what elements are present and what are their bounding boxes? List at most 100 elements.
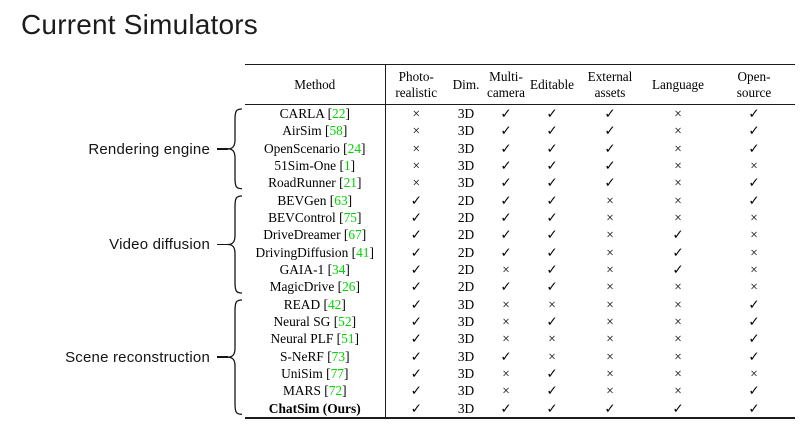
citation-number: 42 xyxy=(327,296,342,312)
cross-mark: × xyxy=(412,175,421,191)
dimension-value: 2D xyxy=(457,261,475,277)
group-brace xyxy=(227,108,243,190)
cross-mark: × xyxy=(674,313,682,329)
check-mark: ✓ xyxy=(500,123,512,139)
check-mark: ✓ xyxy=(604,175,616,191)
check-mark: ✓ xyxy=(748,296,760,312)
cross-mark: × xyxy=(606,192,614,208)
brace-dash xyxy=(217,243,228,246)
group-label: Video diffusion xyxy=(109,235,210,253)
dimension-value: 2D xyxy=(457,227,475,243)
table-row: READ [42] ✓ 3D × × × × ✓ xyxy=(245,295,795,313)
check-mark: ✓ xyxy=(410,261,422,277)
group-scene-reconstruction: Scene reconstruction xyxy=(0,299,243,415)
citation-bracket: ] xyxy=(350,157,356,173)
citation-number: 52 xyxy=(338,313,352,329)
check-mark: ✓ xyxy=(500,175,512,191)
citation-bracket: ] xyxy=(361,140,366,156)
table-row: Neural PLF [51] ✓ 3D × × × × ✓ xyxy=(245,330,795,348)
check-mark: ✓ xyxy=(410,244,422,260)
group-label: Rendering engine xyxy=(88,140,210,158)
check-mark: ✓ xyxy=(748,192,760,208)
cross-mark: × xyxy=(750,365,758,381)
cross-mark: × xyxy=(606,244,614,260)
table-row: MagicDrive [26] ✓ 2D ✓ ✓ × × × xyxy=(245,278,795,296)
check-mark: ✓ xyxy=(410,227,422,243)
method-cell: Neural PLF [51] xyxy=(245,330,386,348)
comparison-table: Method Photo-realistic Dim. Multi-camera Edi… xyxy=(245,64,795,419)
cross-mark: × xyxy=(750,227,758,243)
cross-mark: × xyxy=(606,313,614,329)
cross-mark: × xyxy=(674,383,682,399)
citation-bracket: ] xyxy=(345,261,350,277)
dimension-value: 2D xyxy=(457,279,475,295)
citation-number: 73 xyxy=(331,348,346,364)
cross-mark: × xyxy=(674,331,682,347)
cross-mark: × xyxy=(674,365,682,381)
page-title: Current Simulators xyxy=(21,9,259,40)
citation-bracket: ] xyxy=(361,227,367,243)
check-mark: ✓ xyxy=(546,365,558,381)
method-cell: BEVGen [63] xyxy=(245,191,386,209)
method-cell: BEVControl [75] xyxy=(245,208,386,227)
check-mark: ✓ xyxy=(546,106,558,121)
cross-mark: × xyxy=(750,261,758,277)
method-name: UniSim [ xyxy=(281,365,331,381)
table-row: Neural SG [52] ✓ 3D × ✓ × × ✓ xyxy=(245,312,795,331)
method-cell: S-NeRF [73] xyxy=(245,347,386,365)
cross-mark: × xyxy=(750,279,758,295)
check-mark: ✓ xyxy=(500,157,512,173)
method-cell: RoadRunner [21] xyxy=(245,174,386,192)
cross-mark: × xyxy=(412,140,421,156)
citation-bracket: ] xyxy=(356,175,362,191)
column-header-method: Method xyxy=(245,64,386,105)
cross-mark: × xyxy=(502,261,510,277)
check-mark: ✓ xyxy=(672,261,684,277)
brace-dash xyxy=(217,148,228,150)
check-mark: ✓ xyxy=(748,175,760,191)
method-cell: MARS [72] xyxy=(245,382,386,400)
citation-number: 1 xyxy=(343,157,351,173)
cross-mark: × xyxy=(606,227,614,243)
method-name: AirSim [ xyxy=(282,123,330,139)
cross-mark: × xyxy=(750,209,758,225)
table-row: DriveDreamer [67] ✓ 2D ✓ ✓ × ✓ × xyxy=(245,226,795,244)
method-cell: DrivingDiffusion [41] xyxy=(245,243,386,261)
group-rendering-engine: Rendering engine xyxy=(0,108,243,190)
cross-mark: × xyxy=(548,348,556,364)
check-mark: ✓ xyxy=(410,400,422,416)
cross-mark: × xyxy=(502,313,510,329)
dimension-value: 3D xyxy=(457,123,475,139)
cross-mark: × xyxy=(412,106,421,121)
check-mark: ✓ xyxy=(410,296,422,312)
group-brace xyxy=(227,195,243,294)
dimension-value: 3D xyxy=(457,365,475,381)
dimension-value: 3D xyxy=(457,383,475,399)
check-mark: ✓ xyxy=(546,209,558,225)
method-name: MARS [ xyxy=(282,383,329,399)
method-name: RoadRunner [ xyxy=(268,175,344,191)
method-name: BEVControl [ xyxy=(268,209,344,225)
method-cell: MagicDrive [26] xyxy=(245,278,386,296)
check-mark: ✓ xyxy=(546,140,558,156)
cross-mark: × xyxy=(674,175,682,191)
cross-mark: × xyxy=(750,157,758,173)
check-mark: ✓ xyxy=(410,348,422,364)
citation-bracket: ] xyxy=(342,123,348,139)
check-mark: ✓ xyxy=(748,348,760,364)
check-mark: ✓ xyxy=(500,244,512,260)
citation-number: 72 xyxy=(328,383,343,399)
table-body: CARLA [22] × 3D ✓ ✓ ✓ × ✓ AirSim [58] × 3D ✓ ✓ ✓ × ✓ Ope… xyxy=(245,104,795,418)
check-mark: ✓ xyxy=(410,383,422,399)
table-row: UniSim [77] ✓ 3D × ✓ × × × xyxy=(245,364,795,383)
method-name: Neural PLF [ xyxy=(270,331,342,347)
check-mark: ✓ xyxy=(500,209,512,225)
citation-number: 51 xyxy=(341,331,355,347)
dimension-value: 3D xyxy=(457,400,475,416)
cross-mark: × xyxy=(674,140,682,156)
table-header: Method Photo-realistic Dim. Multi-camera Edi… xyxy=(245,64,795,105)
table-row: AirSim [58] × 3D ✓ ✓ ✓ × ✓ xyxy=(245,122,795,140)
cross-mark: × xyxy=(606,279,614,295)
method-name: DriveDreamer [ xyxy=(263,227,349,243)
group-brace xyxy=(227,299,243,415)
